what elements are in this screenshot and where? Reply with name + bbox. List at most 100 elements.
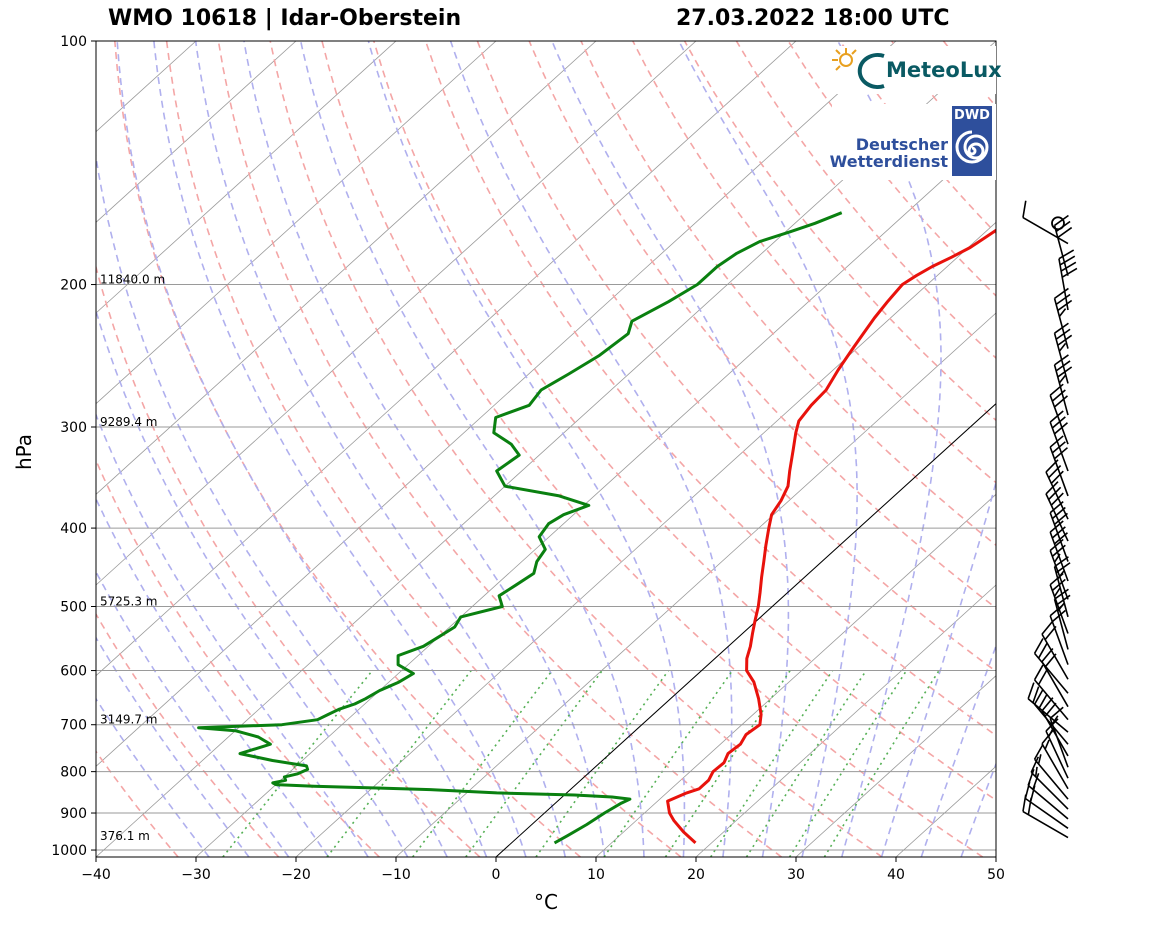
moist-adiabat-lines xyxy=(96,41,996,857)
x-tick-label: −20 xyxy=(281,867,311,883)
isotherm-line xyxy=(96,41,597,495)
moist-adiabat xyxy=(96,152,448,857)
wind-barb xyxy=(1053,322,1073,384)
dry-adiabat xyxy=(476,41,996,673)
height-label: 376.1 m xyxy=(100,829,150,843)
dry-adiabat xyxy=(1099,41,1160,857)
dwd-badge-label: DWD xyxy=(954,108,990,123)
wind-barb xyxy=(1045,481,1069,542)
isotherm-line xyxy=(96,41,397,314)
moist-adiabat xyxy=(116,41,488,857)
sounding-series xyxy=(197,211,996,845)
mixing-ratio-line xyxy=(465,670,603,857)
x-tick-label: −10 xyxy=(381,867,411,883)
wind-barb xyxy=(1053,287,1073,349)
dry-adiabat xyxy=(96,750,179,857)
x-tick-label: 30 xyxy=(787,867,805,883)
isotherm-line xyxy=(995,856,996,857)
x-tick-label: −30 xyxy=(181,867,211,883)
y-tick-label: 300 xyxy=(60,420,87,436)
moist-adiabat xyxy=(449,41,733,857)
y-tick-label: 100 xyxy=(60,34,87,50)
moist-adiabat xyxy=(96,636,250,857)
dry-adiabat xyxy=(217,41,782,857)
dry-adiabat xyxy=(96,612,280,857)
chart-title-time: 27.03.2022 18:00 UTC xyxy=(676,6,950,31)
dwd-logo: Deutscher Wetterdienst DWD xyxy=(829,104,996,180)
mixing-ratio-line xyxy=(788,670,908,857)
mixing-ratio-line xyxy=(664,670,791,857)
isotherm-line xyxy=(96,41,697,586)
y-tick-label: 900 xyxy=(60,806,87,822)
moist-adiabat xyxy=(880,479,996,857)
height-label: 3149.7 m xyxy=(100,713,158,727)
x-tick-label: 20 xyxy=(687,867,705,883)
plot-frame xyxy=(95,40,997,858)
zero-isotherm xyxy=(495,402,996,857)
wind-barbs xyxy=(1022,200,1078,839)
dwd-badge: DWD xyxy=(952,106,992,176)
x-axis-ticks: −40 −30 −20 −10 0 10 20 30 40 50 xyxy=(81,857,1005,883)
isotherm-line xyxy=(595,493,996,857)
dwd-name-line1: Deutscher xyxy=(855,135,948,154)
dwd-spiral-icon xyxy=(955,130,989,164)
y-tick-label: 700 xyxy=(60,718,87,734)
wind-barb xyxy=(1033,743,1069,800)
dry-adiabat xyxy=(994,41,996,44)
x-axis-label: °C xyxy=(534,890,558,914)
mixing-ratio-line xyxy=(412,670,553,857)
x-tick-label: 40 xyxy=(887,867,905,883)
dewpoint-profile xyxy=(197,211,843,845)
isotherm-line xyxy=(96,41,797,677)
mixing-ratio-line xyxy=(745,670,867,857)
height-label: 5725.3 m xyxy=(100,594,158,608)
moist-adiabat xyxy=(194,41,566,857)
moist-adiabat xyxy=(920,643,996,857)
chart-title-station: WMO 10618 | Idar-Oberstein xyxy=(108,6,462,31)
calm-wind-barb xyxy=(1051,216,1065,231)
dry-adiabat xyxy=(528,41,996,610)
wind-barb xyxy=(1033,638,1069,694)
mixing-ratio-line xyxy=(603,670,734,857)
moist-adiabat xyxy=(551,41,790,857)
y-axis-ticks: 100 200 300 400 500 600 700 800 900 1000 xyxy=(51,34,96,859)
moist-adiabat xyxy=(960,761,996,857)
x-tick-label: 10 xyxy=(587,867,605,883)
wind-barb xyxy=(1033,689,1069,745)
moist-adiabat xyxy=(96,412,369,857)
x-tick-label: 50 xyxy=(987,867,1005,883)
moist-adiabat xyxy=(96,497,330,857)
height-annotations: 376.1 m 3149.7 m 5725.3 m 9289.4 m 11840.0 m xyxy=(100,273,165,844)
dry-adiabat xyxy=(632,41,996,484)
dry-adiabat xyxy=(1151,41,1160,857)
height-label: 11840.0 m xyxy=(100,273,165,287)
moist-adiabat xyxy=(243,41,606,857)
moist-adiabat xyxy=(299,41,645,857)
height-label: 9289.4 m xyxy=(100,415,158,429)
moist-adiabat xyxy=(678,41,858,857)
wind-barb xyxy=(1049,383,1069,445)
isotherm-lines xyxy=(96,41,996,857)
mixing-ratio-line xyxy=(535,670,670,857)
dwd-name-line2: Wetterdienst xyxy=(829,152,948,171)
moist-adiabat xyxy=(96,570,290,857)
y-tick-label: 800 xyxy=(60,765,87,781)
dry-adiabat xyxy=(1047,41,1160,857)
isotherm-line xyxy=(795,675,996,857)
mixing-ratio-line xyxy=(326,670,472,857)
moist-adiabat xyxy=(153,41,527,857)
x-tick-label: 0 xyxy=(492,867,501,883)
isotherm-line xyxy=(96,41,897,767)
temperature-profile xyxy=(666,228,996,845)
dry-adiabat xyxy=(165,41,682,857)
zero-isotherm-line xyxy=(495,402,996,857)
isotherm-line xyxy=(695,584,996,857)
y-tick-label: 600 xyxy=(60,664,87,680)
isotherm-line xyxy=(295,221,996,857)
dry-adiabat xyxy=(96,458,380,857)
moist-adiabat xyxy=(96,308,409,857)
x-tick-label: −40 xyxy=(81,867,111,883)
wind-barb xyxy=(1049,410,1069,472)
isotherm-line xyxy=(96,41,297,223)
